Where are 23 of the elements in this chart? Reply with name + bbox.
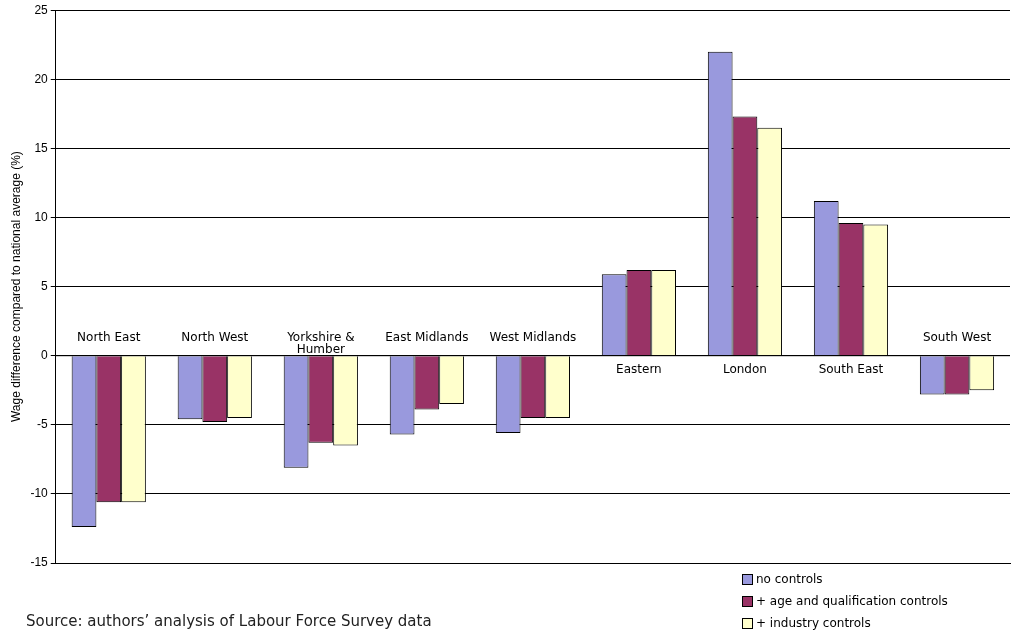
y-tick-label: -15 xyxy=(30,555,49,570)
x-tick-label: South East xyxy=(818,361,884,376)
y-tick-label: 10 xyxy=(34,209,49,224)
x-tick-label: West Midlands xyxy=(489,329,577,344)
x-tick-label: South West xyxy=(922,329,992,344)
legend-label: + age and qualification controls xyxy=(756,594,948,608)
x-tick-label: East Midlands xyxy=(385,329,469,344)
y-tick-label: 0 xyxy=(41,348,49,363)
y-tick-label: -5 xyxy=(37,417,49,432)
x-tick-label: Yorkshire & Humber xyxy=(286,329,355,356)
x-tick-label: Eastern xyxy=(616,361,662,376)
source-note: Source: authors’ analysis of Labour Force Survey data xyxy=(26,612,432,630)
x-tick-label: North East xyxy=(77,329,141,344)
y-tick-label: 5 xyxy=(41,278,49,293)
x-tick-label: North West xyxy=(181,329,249,344)
y-axis-title: Wage difference compared to national average (%) xyxy=(8,151,23,423)
y-tick-label: -10 xyxy=(30,486,49,501)
x-tick-label: London xyxy=(722,361,767,376)
y-tick-label: 25 xyxy=(34,2,49,17)
y-tick-label: 20 xyxy=(34,71,49,86)
legend-label: + industry controls xyxy=(756,616,871,630)
legend-label: no controls xyxy=(756,572,823,586)
y-tick-label: 15 xyxy=(34,140,49,155)
